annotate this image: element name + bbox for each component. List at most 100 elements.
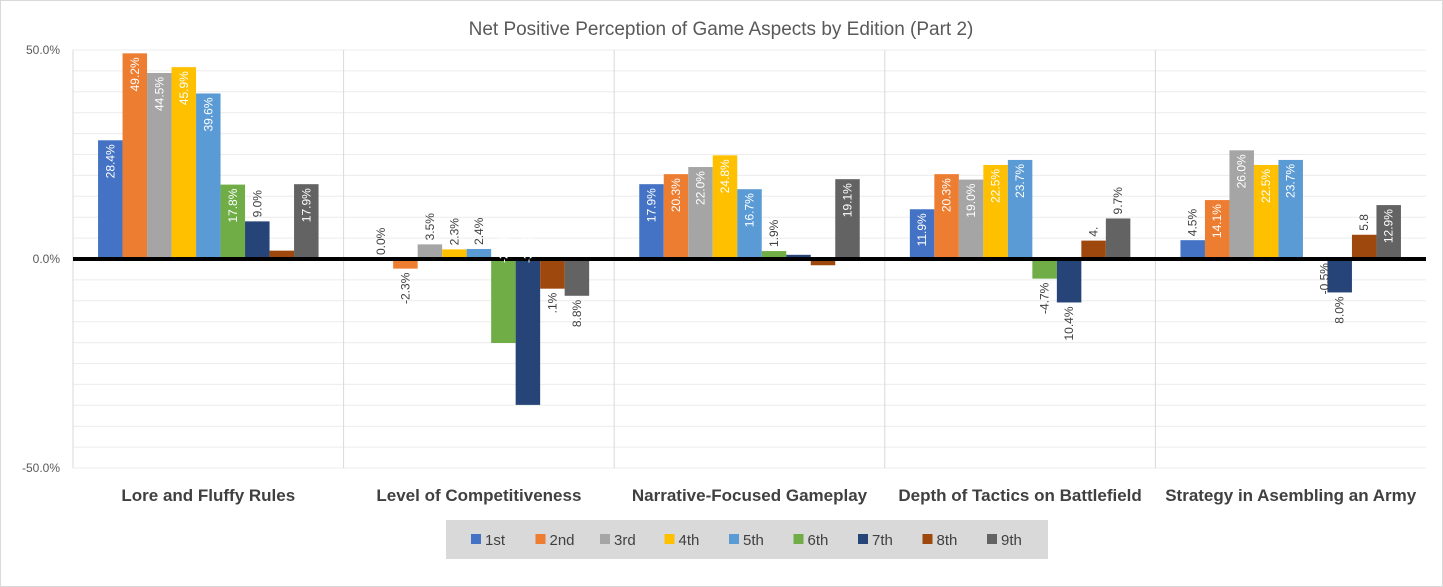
legend-swatch — [858, 534, 868, 544]
bar-6th-2 — [761, 251, 787, 259]
bars — [98, 53, 1401, 405]
bar-7th-0 — [245, 221, 270, 259]
data-label: -4.7% — [1038, 282, 1052, 314]
legend-label: 8th — [937, 532, 958, 549]
bar-9th-0 — [294, 184, 319, 259]
bar-2nd-1 — [393, 259, 418, 269]
data-label: 2.3% — [447, 218, 461, 246]
legend-label: 6th — [808, 532, 829, 549]
bar-3rd-0 — [147, 72, 172, 260]
data-label: 10.4% — [1062, 306, 1076, 340]
bar-2nd-4 — [1204, 200, 1230, 259]
category-label: Level of Competitiveness — [376, 486, 581, 505]
legend-swatch — [987, 534, 997, 544]
legend-label: 1st — [485, 532, 506, 549]
bar-2nd-0 — [122, 53, 148, 260]
data-label: 20.3% — [669, 178, 683, 212]
bar-4th-0 — [171, 67, 197, 259]
data-label: 44.5% — [152, 77, 166, 111]
bar-1st-0 — [98, 140, 123, 259]
data-label: 22.5% — [989, 169, 1003, 203]
chart-title: Net Positive Perception of Game Aspects … — [469, 19, 974, 40]
data-label: 26.0% — [1235, 154, 1249, 188]
legend: 1st 2nd 3rd 4th 5th 6th 7th 8th 9th — [446, 520, 1048, 559]
data-label: 20.3% — [940, 178, 954, 212]
data-label: -2.3% — [398, 272, 412, 304]
data-label: 22.0% — [694, 171, 708, 205]
data-label: 1.9% — [767, 219, 781, 247]
bar-6th-0 — [220, 184, 246, 259]
legend-swatch — [664, 534, 675, 544]
bar-2nd-3 — [934, 174, 959, 259]
bar-7th-2 — [786, 254, 811, 259]
bar-8th-2 — [810, 259, 836, 266]
bar-3rd-2 — [688, 167, 713, 259]
legend-label: 2nd — [550, 532, 575, 549]
data-label: 17.8% — [226, 188, 240, 222]
bar-4th-4 — [1253, 164, 1279, 259]
legend-label: 9th — [1001, 532, 1022, 549]
data-label: 12.9% — [1382, 209, 1396, 243]
bar-7th-3 — [1056, 259, 1082, 303]
data-label: 23.7% — [1284, 164, 1298, 198]
bar-9th-2 — [835, 179, 860, 259]
data-label: 4. — [1087, 227, 1101, 237]
bar-8th-4 — [1351, 234, 1377, 259]
data-label: 4.5% — [1186, 209, 1200, 237]
bar-7th-1 — [515, 259, 541, 405]
data-label: 28.4% — [103, 144, 117, 178]
bar-5th-4 — [1278, 159, 1303, 259]
bar-4th-1 — [442, 249, 467, 259]
y-tick-label: -50.0% — [22, 461, 60, 475]
data-label: .1% — [545, 292, 559, 313]
bar-5th-0 — [196, 93, 221, 259]
bar-1st-3 — [909, 209, 935, 259]
bar-1st-4 — [1180, 240, 1205, 259]
bar-5th-1 — [466, 248, 492, 259]
data-labels: 28.4% 49.2% 44.5% 45.9% 39.6% 17.8% 9.0% 17.9% 0… — [103, 57, 1395, 340]
bar-5th-2 — [737, 189, 762, 259]
data-label: 17.9% — [645, 188, 659, 222]
bar-8th-0 — [269, 250, 295, 259]
y-tick-label: 0.0% — [33, 252, 61, 266]
data-label: 9.0% — [250, 190, 264, 218]
bar-3rd-3 — [958, 179, 984, 259]
data-label: -20.1% — [496, 225, 510, 263]
legend-swatch — [471, 534, 481, 544]
bar-9th-3 — [1105, 218, 1131, 259]
data-label: 11.9% — [915, 213, 929, 246]
legend-label: 3rd — [614, 532, 636, 549]
data-label: 24.8% — [718, 159, 732, 193]
data-label: 19.1% — [841, 183, 855, 217]
legend-swatch — [729, 534, 739, 544]
data-label: 39.6% — [201, 97, 215, 131]
data-label: 23.7% — [1013, 164, 1027, 198]
bar-5th-3 — [1007, 159, 1033, 259]
data-label: 49.2% — [128, 57, 142, 91]
data-label: 5.8 — [1357, 214, 1371, 231]
bar-2nd-2 — [663, 174, 689, 259]
data-label: 8.0% — [1333, 296, 1347, 324]
bar-3rd-4 — [1229, 150, 1254, 259]
bar-3rd-1 — [417, 244, 443, 259]
data-label: 3.5% — [423, 213, 437, 241]
bar-6th-1 — [491, 259, 516, 344]
legend-swatch — [600, 534, 610, 544]
bar-4th-2 — [712, 155, 738, 259]
legend-box — [446, 520, 1048, 559]
x-axis-categories: Lore and Fluffy Rules Level of Competitiv… — [121, 486, 1416, 505]
y-axis: 50.0% 0.0% -50.0% — [22, 43, 60, 475]
data-label: 45.9% — [177, 71, 191, 105]
data-label: 22.5% — [1259, 169, 1273, 203]
bar-7th-4 — [1327, 259, 1352, 293]
data-label: 0.0% — [374, 227, 388, 255]
data-label: 14.1% — [1210, 204, 1224, 238]
bar-8th-1 — [540, 259, 565, 289]
data-label: 2.4% — [472, 217, 486, 245]
bar-1st-2 — [639, 184, 664, 259]
legend-label: 4th — [679, 532, 700, 549]
data-label: -0.5% — [1317, 263, 1331, 295]
data-label: 19.0% — [964, 183, 978, 217]
